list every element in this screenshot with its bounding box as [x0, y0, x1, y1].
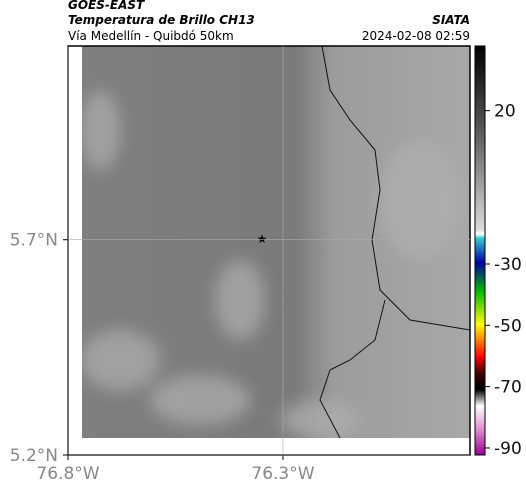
- x-tick-label: 76.8°W: [36, 464, 99, 484]
- colorbar-label: -90: [494, 439, 522, 459]
- colorbar-label: 20: [494, 102, 516, 122]
- title: GOES-EAST: [68, 0, 145, 12]
- colorbar-label: -70: [494, 378, 522, 398]
- region: Vía Medellín - Quibdó 50km: [68, 29, 234, 43]
- location-marker: ★: [257, 232, 268, 246]
- colorbar-label: -30: [494, 255, 522, 275]
- y-tick-label: 5.2°N: [10, 446, 58, 466]
- x-tick-label: 76.3°W: [251, 464, 314, 484]
- credit: SIATA: [432, 13, 470, 27]
- timestamp: 2024-02-08 02:59: [362, 29, 470, 43]
- colorbar: [474, 45, 486, 456]
- satellite-image: [82, 46, 470, 438]
- y-tick-label: 5.7°N: [10, 231, 58, 251]
- colorbar-label: -50: [494, 316, 522, 336]
- subtitle: Temperatura de Brillo CH13: [68, 13, 255, 27]
